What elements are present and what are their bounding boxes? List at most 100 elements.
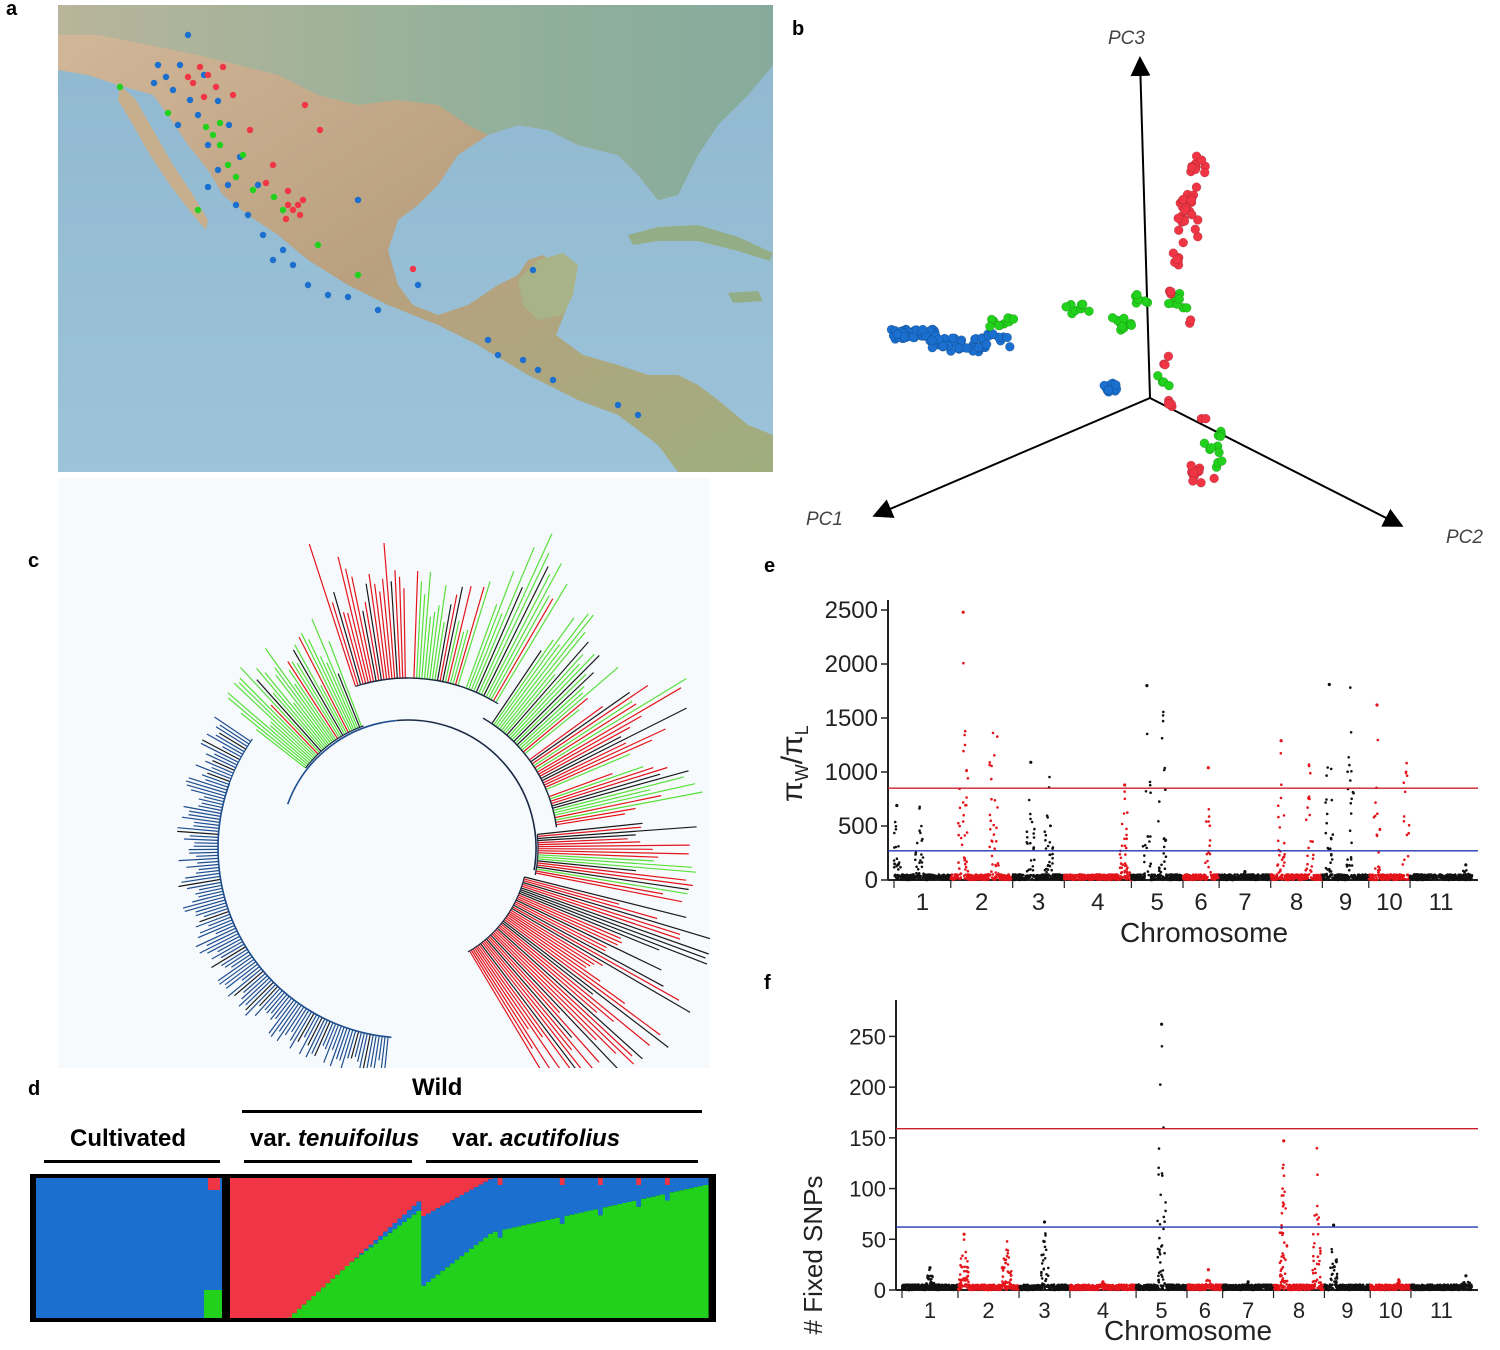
data-point <box>1002 1257 1006 1260</box>
data-point <box>1204 820 1208 823</box>
tree-branch <box>506 641 589 736</box>
structure-bar-green <box>674 1191 680 1318</box>
tree-branch <box>200 742 239 763</box>
data-point <box>1189 875 1193 878</box>
data-point <box>1069 874 1072 877</box>
tree-branch <box>548 773 613 798</box>
structure-bar-red <box>598 1178 604 1185</box>
tree-branch <box>329 1026 345 1067</box>
data-point <box>988 813 992 817</box>
structure-bar-blue <box>535 1178 542 1223</box>
y-tick-label: 1000 <box>825 759 878 786</box>
data-point <box>1292 876 1296 879</box>
tree-branch <box>499 613 589 730</box>
tree-clade-arc <box>305 725 364 769</box>
data-point <box>1377 871 1380 874</box>
structure-bar-green <box>411 1214 417 1318</box>
data-point <box>1310 865 1314 868</box>
tree-branch <box>539 726 631 777</box>
tree-branch <box>311 618 359 729</box>
data-point <box>1045 1273 1048 1276</box>
wild-label: Wild <box>412 1074 463 1101</box>
data-point <box>996 862 1000 865</box>
structure-bar-green <box>383 1236 389 1318</box>
tree-branch <box>537 852 659 858</box>
structure-bar-cult-red <box>208 1178 220 1190</box>
data-point <box>1020 877 1024 880</box>
data-point <box>1161 719 1165 723</box>
data-point <box>1184 873 1188 876</box>
data-point <box>990 854 994 858</box>
map-point-g <box>232 173 240 181</box>
data-point <box>921 1287 924 1291</box>
data-point <box>899 865 902 869</box>
tree-branch <box>524 876 687 918</box>
tree-branch <box>470 613 503 691</box>
tree-branch <box>245 983 277 1016</box>
data-point <box>1063 1283 1067 1287</box>
tree-branch <box>207 935 240 954</box>
structure-bar-blue <box>392 1223 398 1230</box>
tree-branch <box>485 573 551 698</box>
data-point <box>974 878 978 881</box>
tree-branch <box>384 1036 389 1068</box>
tree-branch <box>521 885 681 940</box>
tree-branch <box>357 1032 365 1062</box>
data-point <box>908 877 912 881</box>
data-point <box>1043 876 1046 879</box>
data-point <box>1233 873 1237 876</box>
tree-branch <box>331 1025 342 1051</box>
data-point <box>967 1288 971 1292</box>
data-point <box>1158 877 1162 880</box>
structure-bar-green <box>296 1308 303 1318</box>
data-point <box>1141 845 1145 848</box>
data-point <box>1048 877 1052 880</box>
y-tick-label: 100 <box>849 1177 886 1202</box>
structure-bar-blue <box>679 1178 685 1191</box>
data-point <box>1276 863 1280 866</box>
data-point <box>991 873 995 876</box>
tree-branch <box>511 653 595 741</box>
data-point <box>958 806 962 810</box>
tree-branch <box>550 767 654 802</box>
structure-bar-blue <box>497 1185 504 1238</box>
structure-bar-green <box>421 1285 427 1318</box>
data-point <box>1190 878 1194 881</box>
tree-branch <box>534 703 637 769</box>
tree-branch <box>351 576 375 682</box>
pca-point-green <box>1132 289 1142 300</box>
tree-branch <box>504 674 556 734</box>
data-point <box>1120 822 1124 826</box>
structure-bar-blue <box>516 1178 523 1227</box>
tree-branch <box>519 890 708 965</box>
map-point-b <box>204 183 212 191</box>
data-point <box>1370 876 1373 880</box>
data-point <box>1423 873 1427 877</box>
data-point <box>931 1287 934 1290</box>
pc2-axis <box>1149 397 1404 527</box>
data-point <box>1026 836 1029 839</box>
tree-branch <box>254 987 281 1017</box>
tree-clade-arc <box>491 723 527 757</box>
tree-branch <box>508 654 584 738</box>
data-point <box>1336 877 1340 880</box>
data-point <box>1251 873 1254 876</box>
structure-bar-green <box>416 1211 422 1318</box>
data-point <box>958 867 961 870</box>
map-point-b <box>414 281 422 289</box>
tree-branch <box>537 826 697 840</box>
tree-branch <box>394 570 401 679</box>
tree-branch <box>241 966 260 981</box>
map-point-r <box>282 215 290 223</box>
pca-point-red <box>1185 315 1196 325</box>
data-point <box>1007 1256 1011 1259</box>
tree-branch <box>413 570 419 679</box>
structure-bar-blue <box>550 1178 556 1219</box>
map-point-r <box>246 126 254 134</box>
tenuifoilus-line <box>244 1160 412 1163</box>
map-point-b <box>344 293 352 301</box>
structure-bar-blue <box>359 1253 365 1255</box>
tree-branch <box>520 889 706 959</box>
data-point <box>947 874 951 877</box>
tree-branch <box>264 672 327 748</box>
